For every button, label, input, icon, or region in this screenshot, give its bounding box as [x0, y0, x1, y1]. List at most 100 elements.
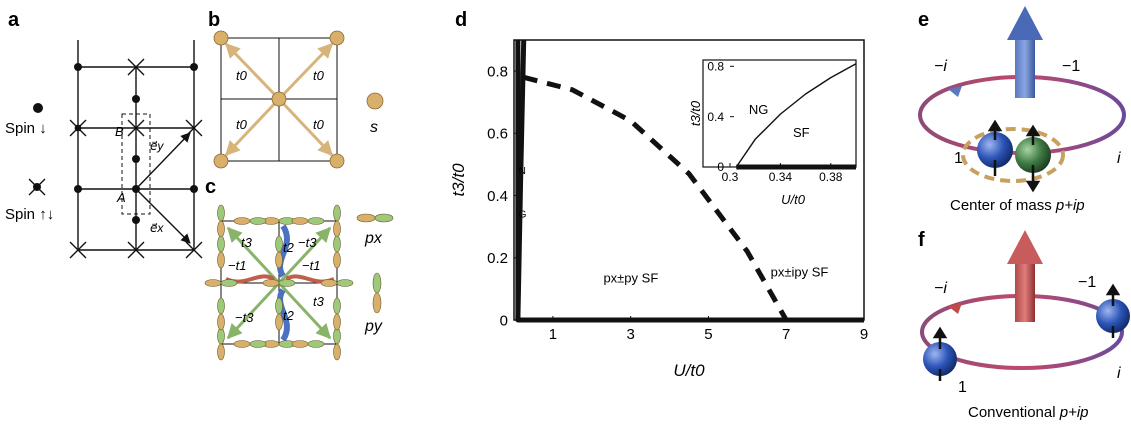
- y-tick-label: 0.4: [487, 188, 508, 205]
- panel-f-label: f: [918, 229, 925, 251]
- panel-d-label: d: [455, 9, 467, 31]
- series-line-2: [523, 74, 789, 322]
- phase-one-e: 1: [954, 150, 963, 167]
- inset-regions: NG SF: [749, 102, 810, 140]
- x-axis-label: U/t0: [673, 361, 705, 380]
- hop-negt3-ll: −t3: [235, 310, 254, 325]
- region-label: px±py SF: [603, 271, 658, 286]
- hopping-arrows: [224, 42, 334, 157]
- series-line-0: [735, 63, 857, 168]
- ring-direction-arrow-f: [948, 303, 962, 314]
- x-axis-label: U/t0: [781, 192, 806, 207]
- x-tick-label: 0.38: [819, 170, 843, 184]
- x-tick-label: 0.34: [769, 170, 793, 184]
- y-axis-label: t3/t0: [688, 100, 703, 126]
- vector-ey-label: e⃗y: [150, 139, 164, 153]
- vector-ex-arrow: [135, 188, 191, 244]
- inset-series: [735, 63, 857, 170]
- x-tick-label: 1: [549, 326, 557, 343]
- diagonal-hopping-arrows: [226, 226, 332, 340]
- region-label: px±ipy SF: [771, 264, 829, 279]
- series-line-1: [515, 39, 527, 321]
- spin-down-label: Spin ↓: [5, 120, 47, 137]
- t2-arrow-up: [277, 224, 290, 278]
- y-tick-label: 0.8: [707, 59, 724, 73]
- region-label: G: [519, 209, 527, 220]
- phase-neg-i-f: −i: [934, 280, 947, 297]
- site-A-label: A: [116, 190, 126, 205]
- y-tick-label: 0.2: [487, 250, 508, 267]
- fermion-blue-f1: [1096, 299, 1130, 333]
- angular-momentum-arrow-e: [1007, 6, 1043, 98]
- hop-t3-lr: t3: [313, 294, 325, 309]
- inset-axis-ticks: 0.3 0.34 0.38 0 0.4 0.8: [707, 59, 842, 184]
- fermion-blue-e: [977, 132, 1013, 168]
- site-B-label: B: [115, 124, 124, 139]
- lattice-dots: [33, 63, 198, 224]
- panel-e: e −i −1 1 i Center of mass p+ip: [918, 6, 1126, 214]
- caption-e: Center of mass p+ip: [950, 197, 1085, 214]
- panel-b: b t0 t0 t0 t0 s: [208, 9, 384, 169]
- vector-ex-label: e⃗x: [150, 221, 164, 235]
- fermion-green-e: [1015, 137, 1051, 173]
- phase-neg-one-e: −1: [1062, 58, 1080, 75]
- phase-neg-one-f: −1: [1078, 274, 1096, 291]
- inset-axis-labels: U/t0 t3/t0: [688, 100, 806, 207]
- fermion-blue-f2: [923, 342, 957, 376]
- region-label: NG: [749, 102, 769, 117]
- hop-t2-down: t2: [283, 308, 295, 323]
- hop-t0-ll: t0: [236, 117, 248, 132]
- x-tick-label: 9: [860, 326, 868, 343]
- pair-ring-e: [961, 127, 1065, 183]
- hop-t0-lr: t0: [313, 117, 325, 132]
- s-orbital-label: s: [370, 119, 378, 136]
- main-regions: N Gpx±py SF px±ipy SF: [519, 166, 829, 286]
- px-label: px: [364, 230, 383, 247]
- hop-negt1-right: −t1: [302, 258, 320, 273]
- lattice-crosses: [28, 58, 203, 259]
- spin-updown-label: Spin ↑↓: [5, 206, 54, 223]
- panel-c: c: [204, 176, 394, 361]
- panel-e-label: e: [918, 9, 929, 31]
- y-tick-label: 0: [500, 312, 508, 329]
- panel-a-label: a: [8, 9, 20, 31]
- unit-cell-box: [121, 113, 151, 215]
- ring-direction-arrow-e: [948, 86, 962, 97]
- region-label: N: [519, 166, 526, 177]
- phase-i-e: i: [1117, 150, 1121, 167]
- x-tick-label: 7: [782, 326, 790, 343]
- region-label: SF: [793, 125, 810, 140]
- y-tick-label: 0: [717, 160, 724, 174]
- phase-one-f: 1: [958, 379, 967, 396]
- s-orbitals: [213, 30, 384, 169]
- panel-f: f −i −1 1 i Conventional p+ip: [918, 229, 1130, 421]
- hop-t3-ul: t3: [241, 235, 253, 250]
- spin-arrows-e: [987, 119, 1041, 193]
- hop-negt3-ur: −t3: [298, 235, 317, 250]
- vector-ey-arrow: [135, 132, 191, 190]
- main-axis-labels: U/t0 t3/t0: [449, 163, 705, 380]
- hop-negt1-left: −t1: [228, 258, 246, 273]
- spin-arrows-f: [932, 283, 1121, 381]
- hop-t2-up: t2: [283, 240, 295, 255]
- x-tick-label: 0.3: [722, 170, 739, 184]
- hop-t0-ur: t0: [313, 68, 325, 83]
- main-series: [515, 39, 864, 323]
- panel-b-label: b: [208, 9, 220, 31]
- caption-f: Conventional p+ip: [968, 404, 1089, 421]
- y-tick-label: 0.6: [487, 126, 508, 143]
- y-axis-label: t3/t0: [449, 163, 468, 197]
- angular-momentum-arrow-f: [1007, 230, 1043, 322]
- py-label: py: [364, 318, 383, 335]
- y-tick-label: 0.8: [487, 63, 508, 80]
- phase-i-f: i: [1117, 365, 1121, 382]
- hop-t0-ul: t0: [236, 68, 248, 83]
- y-tick-label: 0.4: [707, 110, 724, 124]
- t2-arrow-down: [277, 288, 290, 342]
- x-tick-label: 3: [626, 326, 634, 343]
- p-orbitals: [204, 204, 394, 361]
- x-tick-label: 5: [704, 326, 712, 343]
- panel-c-label: c: [205, 176, 216, 198]
